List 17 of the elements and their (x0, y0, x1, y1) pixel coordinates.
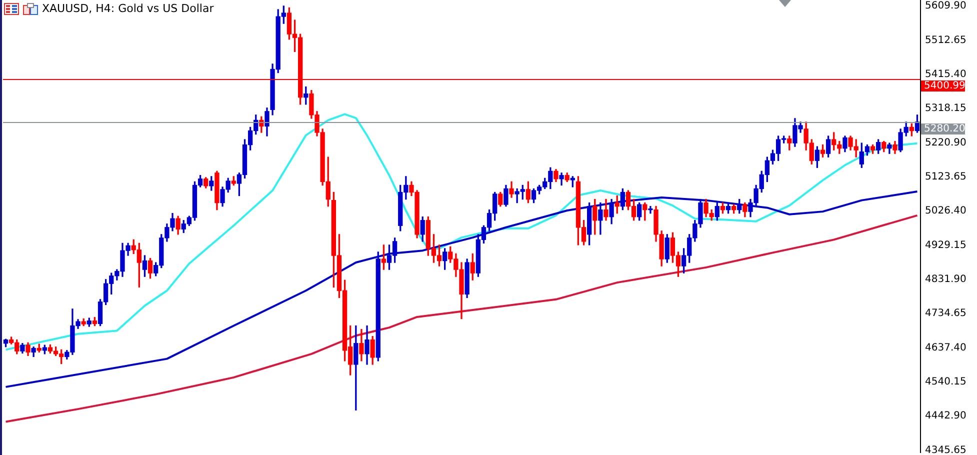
y-tick-label: 4345.65 (925, 444, 966, 455)
ref-line-label: 5280.20 (924, 124, 966, 135)
ref-line-label: 5400.99 (924, 80, 966, 92)
y-tick-label: 5415.40 (925, 68, 966, 80)
y-tick-label: 5318.15 (925, 103, 966, 114)
y-tick-label: 4637.40 (925, 342, 966, 354)
y-tick-label: 5220.90 (925, 137, 966, 148)
y-tick-label: 5123.65 (925, 171, 966, 182)
y-tick-label: 4831.90 (925, 274, 966, 286)
y-tick-label: 5026.40 (925, 206, 966, 217)
y-tick-label: 5609.90 (925, 0, 966, 12)
y-tick-label: 4442.90 (925, 410, 966, 422)
y-tick-label: 4540.15 (925, 376, 966, 388)
y-tick-label: 4929.15 (925, 240, 966, 251)
y-tick-label: 5512.65 (925, 34, 966, 46)
y-tick-label: 4734.65 (925, 308, 966, 320)
chart-title: XAUUSD, H4: Gold vs US Dollar (42, 2, 214, 15)
